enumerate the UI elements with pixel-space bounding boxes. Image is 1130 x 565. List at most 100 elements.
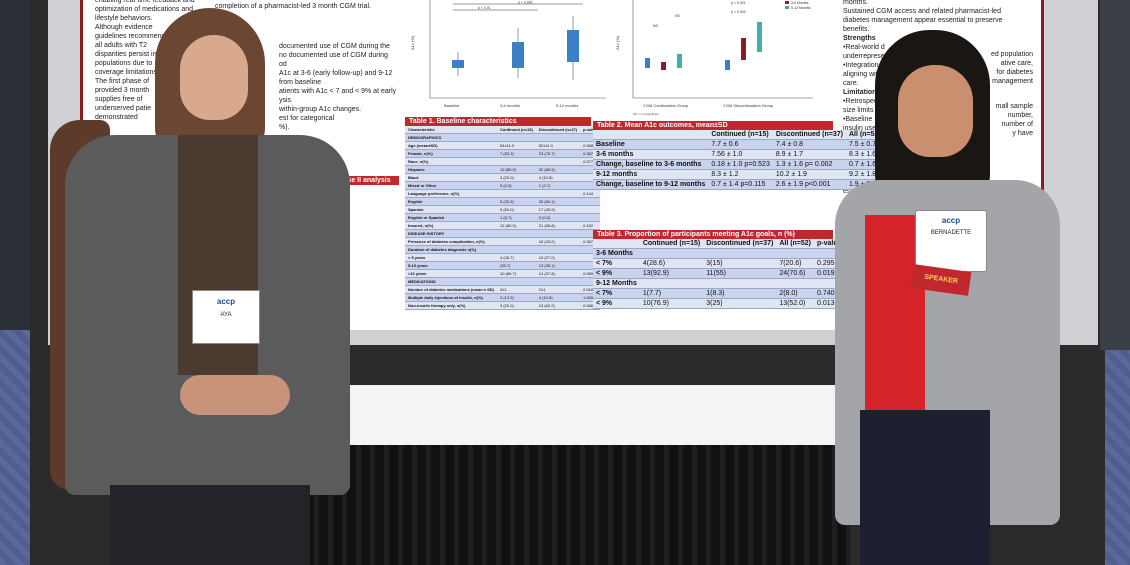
- chart2-label-continuation: CGM Continuation Group: [643, 103, 689, 108]
- table-row: Continued (n=15) Discontinued (n=37) All (…: [593, 239, 845, 249]
- table-cell: 23 (76.7): [535, 149, 581, 158]
- table-cell: 3 (20.0): [497, 173, 536, 182]
- table-cell: [580, 245, 601, 254]
- table-row: Hispanic 12 (80.0) 32 (86.5): [405, 165, 601, 174]
- table-cell: 3-6 Months: [593, 248, 640, 259]
- table-cell: 4 (10.8): [535, 173, 581, 182]
- table3-a1c-goals: Table 3. Proportion of participants meet…: [593, 230, 845, 309]
- table-cell: [535, 133, 581, 142]
- table-cell: 7 (53.3): [497, 149, 536, 158]
- table-row: Number of diabetes medications (mean ± S…: [405, 285, 601, 294]
- table-cell: 10 (27.0): [535, 253, 581, 262]
- table-cell: 16 (43.2): [535, 237, 581, 246]
- text-line: aligning wit: [843, 71, 878, 78]
- table-cell: [580, 277, 601, 286]
- limitations-heading: Limitations: [843, 89, 881, 96]
- neighbor-board: [1100, 0, 1130, 350]
- table-cell: < 5 years: [405, 253, 497, 262]
- table-cell: 5 (33.3): [497, 197, 536, 206]
- box-3-6-months: [512, 28, 524, 78]
- a1c-boxplot-groups: A1c (%) NS NS p < 0.001 p = 0.002 3-6 Mo…: [613, 0, 833, 118]
- text-line: supplies free of: [95, 96, 143, 103]
- text-line: •Baseline: [843, 116, 873, 123]
- table-cell: 7(20.6): [776, 258, 815, 269]
- table-cell: 21 (56.8): [535, 221, 581, 230]
- chart2-label-discontinuation: CGM Discontinuation Group: [723, 103, 774, 108]
- table3-title: Table 3. Proportion of participants meet…: [593, 230, 833, 239]
- table-cell: Insured, n(%): [405, 221, 497, 230]
- table-cell: 7.4 ± 0.8: [772, 139, 846, 150]
- table-row: Characteristic Continued (n=15) Discontinu…: [405, 126, 601, 134]
- table-cell: 0.066: [580, 301, 601, 310]
- table-cell: 5-10 years: [405, 261, 497, 270]
- table-cell: [580, 197, 601, 206]
- table-cell: 12 (80.0): [497, 165, 536, 174]
- text-line: demonstrated: [95, 114, 138, 121]
- table-row: Multiple daily injections of insulin, n(…: [405, 293, 601, 302]
- table-cell: Multiple daily injections of insulin, n(…: [405, 293, 497, 302]
- table-cell: 3-6 months: [593, 149, 709, 160]
- table-cell: 4(28.6): [639, 258, 704, 269]
- text-line: od: [279, 61, 287, 68]
- text-line: populations due to: [95, 60, 153, 67]
- text-line: %).: [279, 124, 290, 131]
- table-cell: 10.2 ± 1.9: [772, 169, 846, 180]
- table-cell: 1.000: [580, 293, 601, 302]
- table-row: MEDICATIONS: [405, 277, 601, 286]
- text-line: Although evidence: [95, 24, 153, 31]
- chart2-footnote: NS = nonsignificant: [633, 112, 659, 116]
- text-line: care.: [843, 80, 859, 87]
- table-cell: 2(8.0): [776, 288, 815, 299]
- table-cell: 0.069: [580, 269, 601, 278]
- table-row: DEMOGRAPHICS: [405, 133, 601, 142]
- table-cell: 3(15): [703, 258, 777, 269]
- table-cell: Change, baseline to 9-12 months: [593, 179, 709, 190]
- table1-title: Table 1. Baseline characteristics: [405, 117, 591, 126]
- table-cell: [593, 130, 709, 140]
- table-cell: 0.102: [580, 221, 601, 230]
- text-line: disparities persist in: [95, 51, 157, 58]
- chart2-legend-2: 9-12 Months: [791, 6, 811, 10]
- table-cell: 0.577: [580, 157, 601, 166]
- table-cell: Continued (n=15): [639, 239, 704, 249]
- table-cell: 17 (45.9): [535, 205, 581, 214]
- table-cell: 32 (86.5): [535, 165, 581, 174]
- table-row: 5-10 years (26.7) 13 (35.1): [405, 261, 601, 270]
- text-line: lifestyle behaviors.: [95, 15, 153, 22]
- strengths-right-fragments: ed population ative care, for diabetes mana…: [983, 50, 1033, 86]
- strengths-text: •Real-world d underreprese •Integration ali…: [843, 43, 1033, 88]
- chart2-pval-3: p < 0.001: [731, 1, 746, 5]
- chart2-legend-1: 3-6 Months: [791, 1, 809, 5]
- table-cell: [580, 181, 601, 190]
- table-cell: [776, 248, 815, 259]
- text-line: •Real-world d: [843, 44, 885, 51]
- table-cell: Number of diabetes medications (mean ± S…: [405, 285, 497, 294]
- table-row: 9-12 Months: [593, 278, 845, 289]
- text-line: management: [992, 78, 1033, 85]
- table-cell: 0.568: [580, 141, 601, 150]
- table-cell: [593, 239, 640, 249]
- table-cell: [497, 157, 536, 166]
- phase2-label: phase II analysis: [331, 176, 399, 185]
- text-line: enabling real-time feedback and: [95, 0, 195, 4]
- text-line: y have: [1012, 130, 1033, 137]
- table-row: Presence of diabetes complication, n(%) 1…: [405, 237, 601, 246]
- strengths-heading: Strengths: [843, 35, 876, 42]
- chart2-pval-1: NS: [653, 24, 659, 28]
- table-cell: [580, 205, 601, 214]
- table-row: Non-insulin therapy only, n(%) 3 (20.0) 13…: [405, 301, 601, 310]
- chart1-pval-1: p < 0.01: [478, 6, 491, 10]
- table-row: Mixed or Other 0 (0.0) 1 (2.7): [405, 181, 601, 190]
- text-line: underreprese: [843, 53, 885, 60]
- phase2-header: phase II analysis: [331, 176, 399, 185]
- table-cell: Continued (n=15): [708, 130, 773, 140]
- name-badge-right: accp BERNADETTE: [915, 210, 987, 272]
- table-cell: [535, 277, 581, 286]
- table-cell: Spanish: [405, 205, 497, 214]
- text-line: months.: [843, 0, 868, 6]
- text-line: from baseline: [279, 79, 322, 86]
- table-cell: 9-12 Months: [593, 278, 640, 289]
- chart1-pval-2: p < 0.001: [518, 1, 533, 5]
- table-cell: 0.016: [580, 285, 601, 294]
- text-line: underserved patie: [95, 105, 152, 112]
